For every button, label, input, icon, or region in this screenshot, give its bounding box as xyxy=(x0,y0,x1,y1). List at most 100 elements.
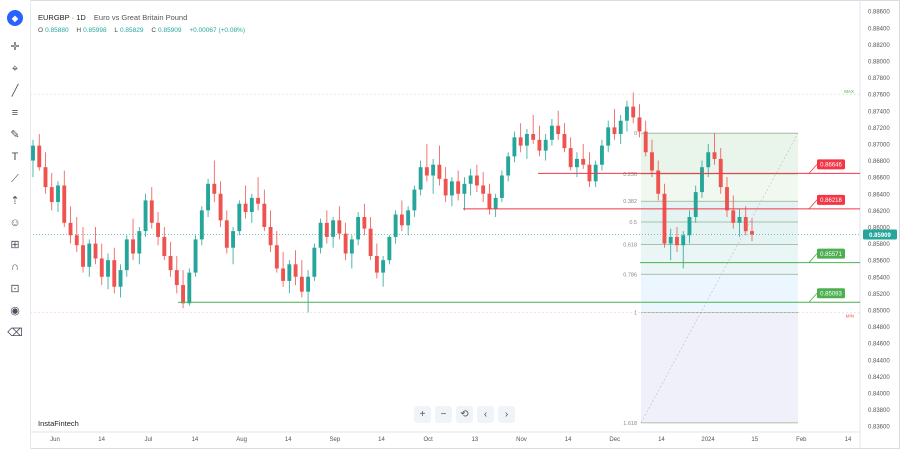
brand-watermark: InstaFintech xyxy=(38,419,79,428)
candle-body xyxy=(162,236,167,257)
candle-body xyxy=(543,139,548,151)
y-tick-label: 0.85600 xyxy=(868,259,890,265)
candle-body xyxy=(643,131,648,153)
candle xyxy=(587,152,592,188)
candle xyxy=(631,92,636,124)
level-tag xyxy=(817,248,845,259)
candle-body xyxy=(224,220,229,248)
candle xyxy=(537,125,542,157)
prediction-icon[interactable]: ⇡ xyxy=(10,194,20,207)
candle-body xyxy=(256,197,261,204)
scroll-forward-button[interactable]: › xyxy=(498,406,515,423)
candle xyxy=(612,109,617,140)
y-tick-label: 0.84400 xyxy=(868,358,890,364)
candle-body xyxy=(143,200,148,232)
candle-body xyxy=(349,239,354,254)
low-value: 0.85829 xyxy=(120,27,144,34)
candle-body xyxy=(700,167,704,193)
candle-body xyxy=(324,222,329,237)
candle xyxy=(193,235,198,277)
candle xyxy=(468,168,473,196)
candle-body xyxy=(218,193,223,221)
candle-body xyxy=(287,264,292,281)
logo-icon[interactable]: ◆ xyxy=(7,10,23,26)
measure-icon[interactable]: ⊞ xyxy=(10,238,20,251)
candle xyxy=(387,235,392,265)
candle-body xyxy=(512,137,517,157)
candle xyxy=(662,183,667,248)
x-tick-label: Sep xyxy=(330,437,341,443)
candle-body xyxy=(149,200,154,223)
x-tick-label: 14 xyxy=(98,437,105,443)
candle xyxy=(693,185,698,223)
emoji-icon[interactable]: ☺ xyxy=(9,216,21,229)
brush-icon[interactable]: ✎ xyxy=(10,128,20,141)
candle xyxy=(206,178,210,217)
candle-body xyxy=(393,214,398,237)
candle-body xyxy=(606,127,611,146)
candle-body xyxy=(131,239,135,254)
candle-body xyxy=(62,185,67,223)
candle-body xyxy=(406,210,411,226)
x-tick-label: 13 xyxy=(471,437,478,443)
level-tag xyxy=(817,159,845,170)
candle xyxy=(37,133,42,171)
reset-button[interactable]: ⟲ xyxy=(456,406,473,423)
zoom-out-button[interactable]: − xyxy=(435,406,452,423)
scroll-back-button[interactable]: ‹ xyxy=(477,406,494,423)
candle xyxy=(237,200,242,236)
magnet-icon[interactable]: ∩ xyxy=(11,260,19,273)
candle xyxy=(231,226,236,265)
candle-body xyxy=(181,285,185,304)
candle xyxy=(299,260,304,298)
candle xyxy=(549,119,554,146)
candle-body xyxy=(43,167,48,188)
crosshair-icon[interactable]: ⌖ xyxy=(11,62,19,75)
candle xyxy=(62,170,67,227)
level-pointer xyxy=(808,292,818,303)
candle-body xyxy=(368,228,373,257)
text-icon[interactable]: T xyxy=(11,150,19,163)
fib-level-label: 0 xyxy=(634,131,637,137)
candle xyxy=(393,210,398,244)
candle xyxy=(131,218,135,261)
y-tick-label: 0.88200 xyxy=(868,43,890,49)
x-tick-label: Jul xyxy=(144,437,152,443)
candle xyxy=(137,226,142,265)
candle xyxy=(462,177,467,211)
zoom-in-button[interactable]: + xyxy=(414,406,431,423)
candle-body xyxy=(193,239,198,273)
trash-icon[interactable]: ⌫ xyxy=(7,326,23,339)
y-tick-label: 0.85400 xyxy=(868,275,890,281)
symbol-label[interactable]: EURGBP · 1D xyxy=(38,13,86,22)
chart-navigation: + − ⟲ ‹ › xyxy=(414,406,515,424)
candle-body xyxy=(437,164,442,179)
eye-icon[interactable]: ◉ xyxy=(10,304,20,317)
current-price-label: 0.85909 xyxy=(869,233,891,239)
fib-icon[interactable]: ≡ xyxy=(11,106,19,119)
candle xyxy=(243,185,248,219)
pattern-icon[interactable]: ⟋ xyxy=(11,172,19,185)
y-tick-label: 0.88400 xyxy=(868,26,890,32)
x-tick-label: Nov xyxy=(516,437,527,443)
y-tick-label: 0.87000 xyxy=(868,142,890,148)
candle xyxy=(118,264,123,298)
candle xyxy=(481,172,486,203)
candle-body xyxy=(387,236,392,261)
cursor-icon[interactable]: ✛ xyxy=(10,40,20,53)
level-pointer xyxy=(808,164,818,174)
candle xyxy=(106,253,110,290)
max-label: MAX xyxy=(844,89,854,94)
candle-body xyxy=(87,243,92,267)
candle xyxy=(368,217,373,261)
trend-line-icon[interactable]: ╱ xyxy=(11,84,19,97)
candle xyxy=(287,260,292,294)
candle xyxy=(687,210,692,244)
lock-icon[interactable]: ⊡ xyxy=(10,282,20,295)
candle xyxy=(362,203,367,236)
candle xyxy=(700,160,704,198)
candle xyxy=(487,183,492,215)
candle xyxy=(637,104,642,138)
candle-body xyxy=(424,167,429,176)
